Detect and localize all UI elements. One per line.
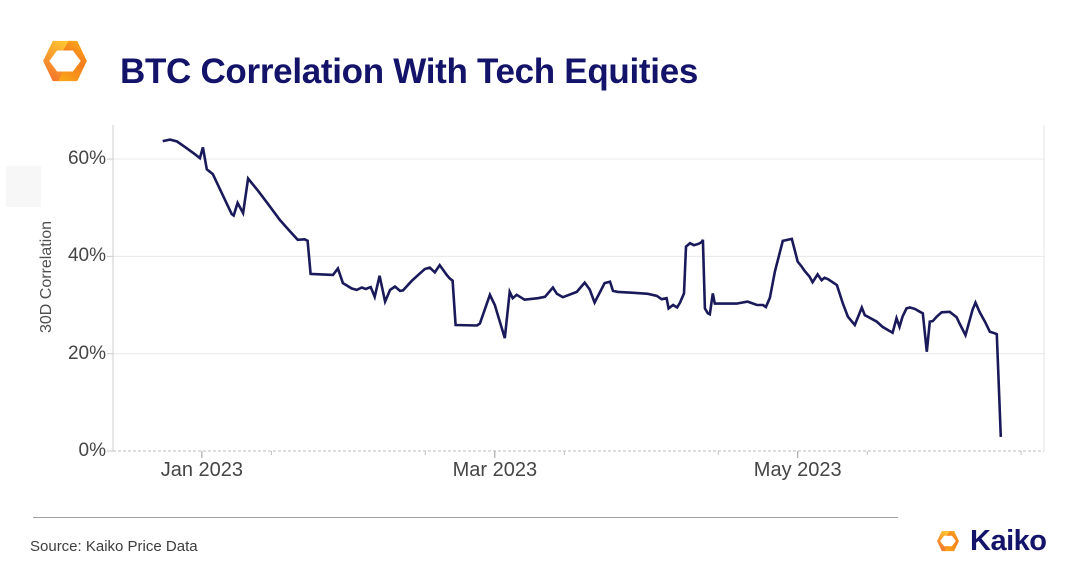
x-tick-label-mar: Mar 2023 [452,459,538,481]
line-chart-plot [107,125,1045,458]
page-title: BTC Correlation With Tech Equities [120,52,699,91]
y-tick-label-0: 0% [78,440,106,461]
source-note: Source: Kaiko Price Data [30,538,198,555]
screen-artifact [6,166,41,207]
y-tick-label-20: 20% [67,342,106,364]
x-tick-label-may: May 2023 [753,459,842,481]
brand-wordmark: Kaiko [970,525,1047,557]
kaiko-logo-icon [43,40,87,82]
kaiko-logo-icon [937,530,959,552]
footer-divider [33,517,898,518]
y-axis-title: 30D Correlation [38,220,55,334]
x-tick-label-jan: Jan 2023 [160,459,244,481]
y-tick-label-40: 40% [67,245,106,267]
brand-lockup: Kaiko [934,525,1047,557]
y-tick-label-60: 60% [67,148,106,170]
